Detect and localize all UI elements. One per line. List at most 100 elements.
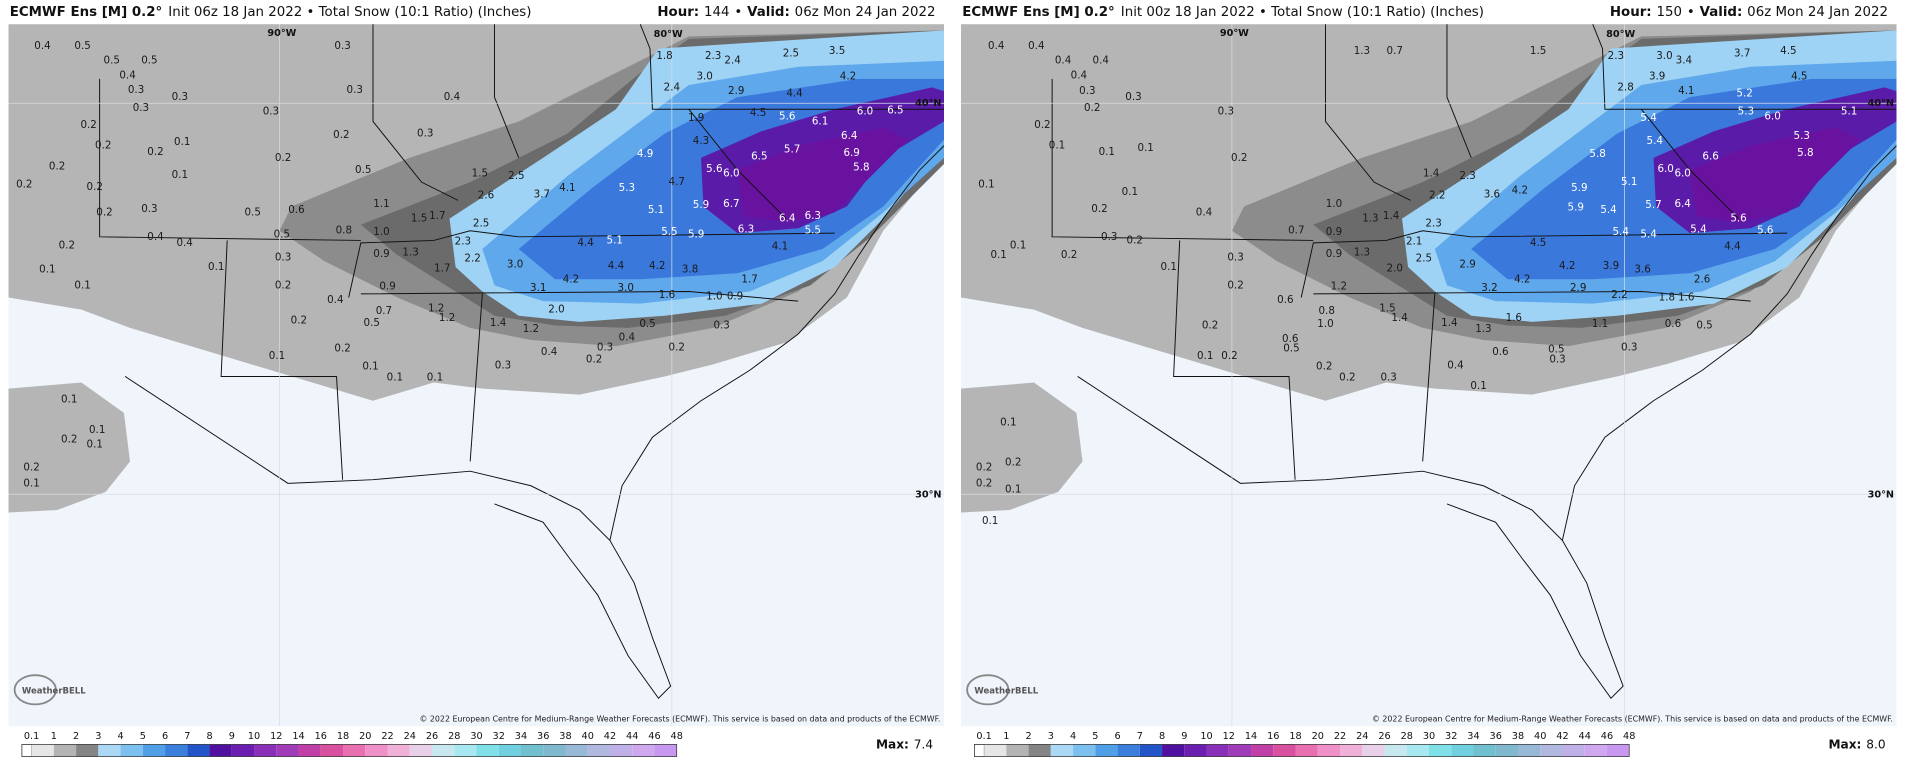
snow-value: 3.6 <box>1484 188 1500 200</box>
colorbar-label: 28 <box>1401 731 1413 742</box>
snow-value: 6.4 <box>779 213 795 225</box>
snow-value: 6.9 <box>843 147 859 159</box>
snow-value: 3.2 <box>1481 282 1497 294</box>
snow-value: 5.4 <box>1690 224 1706 236</box>
panel-title: ECMWF Ens [M] 0.2° Init 06z 18 Jan 2022 •… <box>10 5 532 20</box>
snow-value: 4.1 <box>559 182 575 194</box>
colorbar-swatch <box>1139 744 1163 757</box>
colorbar-swatch <box>31 744 54 757</box>
colorbar-label: 6 <box>162 731 168 742</box>
snow-value: 1.2 <box>1331 281 1347 293</box>
snow-value: 0.5 <box>364 317 380 329</box>
snow-value: 4.4 <box>1724 241 1740 253</box>
snow-value: 2.6 <box>1694 273 1710 285</box>
snow-value: 1.0 <box>706 290 722 302</box>
snow-value: 1.3 <box>402 247 418 259</box>
snow-value: 0.9 <box>727 290 743 302</box>
colorbar-swatch <box>1073 744 1096 757</box>
snow-value: 0.4 <box>176 237 192 249</box>
snow-value: 2.3 <box>1608 50 1624 62</box>
colorbar-swatch <box>1251 744 1274 757</box>
logo: WeatherBELL <box>974 686 1038 696</box>
colorbar-swatch <box>476 744 499 757</box>
snow-value: 0.2 <box>976 462 992 474</box>
latitude-label: 40°N <box>1868 98 1894 109</box>
snow-value: 4.2 <box>563 273 579 285</box>
colorbar-label: 8 <box>206 731 212 742</box>
colorbar-label: 7 <box>1137 731 1143 742</box>
snow-value: 5.3 <box>1738 106 1754 118</box>
colorbar-swatch <box>1295 744 1318 757</box>
colorbar-label: 0.1 <box>24 731 39 742</box>
colorbar-swatch <box>654 744 677 757</box>
snow-value: 2.9 <box>1459 259 1475 271</box>
snow-value: 2.9 <box>728 85 744 97</box>
snow-value: 1.5 <box>1379 302 1395 314</box>
snow-value: 5.6 <box>1757 225 1773 237</box>
snow-value: 4.3 <box>693 135 709 147</box>
snow-value: 0.7 <box>1387 45 1403 57</box>
snow-value: 2.5 <box>508 170 524 182</box>
snow-value: 6.4 <box>1674 198 1690 210</box>
snow-value: 1.0 <box>373 226 389 238</box>
colorbar-label: 42 <box>1556 731 1568 742</box>
snow-value: 1.2 <box>523 323 539 335</box>
snow-value: 0.5 <box>104 55 120 67</box>
snow-value: 0.4 <box>444 91 460 103</box>
snow-value: 0.5 <box>355 164 371 176</box>
snow-value: 0.2 <box>291 315 307 327</box>
snow-value: 2.2 <box>1611 289 1627 301</box>
colorbar-swatch <box>142 744 166 757</box>
colorbar-swatch <box>231 744 255 757</box>
snow-value: 0.1 <box>1099 146 1115 158</box>
snow-value: 0.1 <box>978 179 994 191</box>
colorbar-label: 48 <box>1623 731 1635 742</box>
max-value: Max: 7.4 <box>876 737 933 751</box>
snow-value: 0.3 <box>128 84 144 96</box>
snow-value: 0.2 <box>1061 249 1077 261</box>
snow-value: 5.4 <box>1640 228 1656 240</box>
colorbar-label: 6 <box>1114 731 1120 742</box>
snow-value: 1.0 <box>1317 318 1333 330</box>
snow-value: 4.2 <box>840 71 856 83</box>
max-value: Max: 8.0 <box>1828 737 1885 751</box>
max-label: Max: <box>1828 737 1861 751</box>
colorbar-label: 24 <box>404 731 416 742</box>
snow-value: 1.7 <box>434 262 450 274</box>
snow-value: 3.6 <box>1634 264 1650 276</box>
colorbar-label: 36 <box>1490 731 1502 742</box>
snow-value: 1.6 <box>1506 312 1522 324</box>
snow-value: 1.8 <box>1659 292 1675 304</box>
colorbar-label: 44 <box>1579 731 1591 742</box>
colorbar-swatch <box>543 744 566 757</box>
snow-value: 0.1 <box>990 249 1006 261</box>
snow-value: 0.2 <box>1091 203 1107 215</box>
snow-value: 0.4 <box>147 231 163 243</box>
snow-value: 0.4 <box>1028 40 1044 52</box>
snow-value: 0.2 <box>275 279 291 291</box>
snow-value: 6.6 <box>1702 151 1718 163</box>
colorbar-label: 46 <box>648 731 660 742</box>
snow-value: 0.3 <box>133 102 149 114</box>
snow-value: 0.1 <box>23 477 39 489</box>
colorbar-swatch <box>1006 744 1029 757</box>
snow-value: 0.1 <box>172 169 188 181</box>
snow-value: 5.4 <box>1600 204 1616 216</box>
snow-value: 1.3 <box>1362 213 1378 225</box>
colorbar-swatch <box>1095 744 1118 757</box>
colorbar-label: 32 <box>493 731 505 742</box>
logo: WeatherBELL <box>22 686 86 696</box>
snow-value: 0.3 <box>172 91 188 103</box>
snow-value: 0.4 <box>1071 69 1087 81</box>
snow-value: 4.5 <box>1530 237 1546 249</box>
colorbar-label: 9 <box>1181 731 1187 742</box>
snow-value: 4.4 <box>608 260 624 272</box>
snow-value: 3.0 <box>617 282 633 294</box>
separator: • <box>734 5 742 20</box>
snow-value: 0.1 <box>87 438 103 450</box>
colorbar-swatch <box>76 744 99 757</box>
colorbar-swatch <box>1317 744 1341 757</box>
colorbar-swatch <box>1184 744 1207 757</box>
snow-value: 0.2 <box>147 146 163 158</box>
